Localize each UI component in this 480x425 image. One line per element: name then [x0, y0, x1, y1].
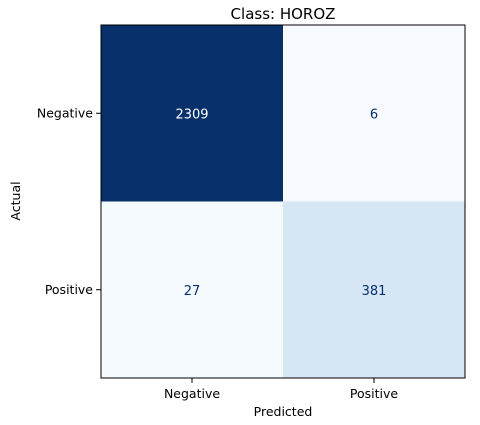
x-tick-label: Positive [350, 386, 398, 401]
x-axis-label: Predicted [254, 404, 313, 419]
chart-title: Class: HOROZ [231, 5, 336, 23]
heatmap-cell [283, 25, 465, 202]
cell-value-label: 381 [362, 284, 387, 299]
cell-value-label: 6 [370, 107, 378, 122]
x-axis-ticks: Negative Positive [164, 378, 398, 401]
cell-value-label: 27 [184, 284, 201, 299]
y-axis-label: Actual [8, 181, 23, 220]
x-tick-label: Negative [164, 386, 220, 401]
plot-frame [100, 24, 466, 379]
heatmap-cell [101, 201, 283, 378]
y-axis-ticks: Negative Positive [37, 105, 101, 297]
cell-value-label: 2309 [175, 107, 208, 122]
y-tick-label: Negative [37, 105, 93, 120]
heatmap-cells [101, 25, 465, 378]
heatmap-cell [283, 201, 465, 378]
cell-value-labels: 2309 6 27 381 [175, 107, 386, 299]
heatmap-cell [101, 25, 283, 202]
y-tick-label: Positive [45, 282, 93, 297]
